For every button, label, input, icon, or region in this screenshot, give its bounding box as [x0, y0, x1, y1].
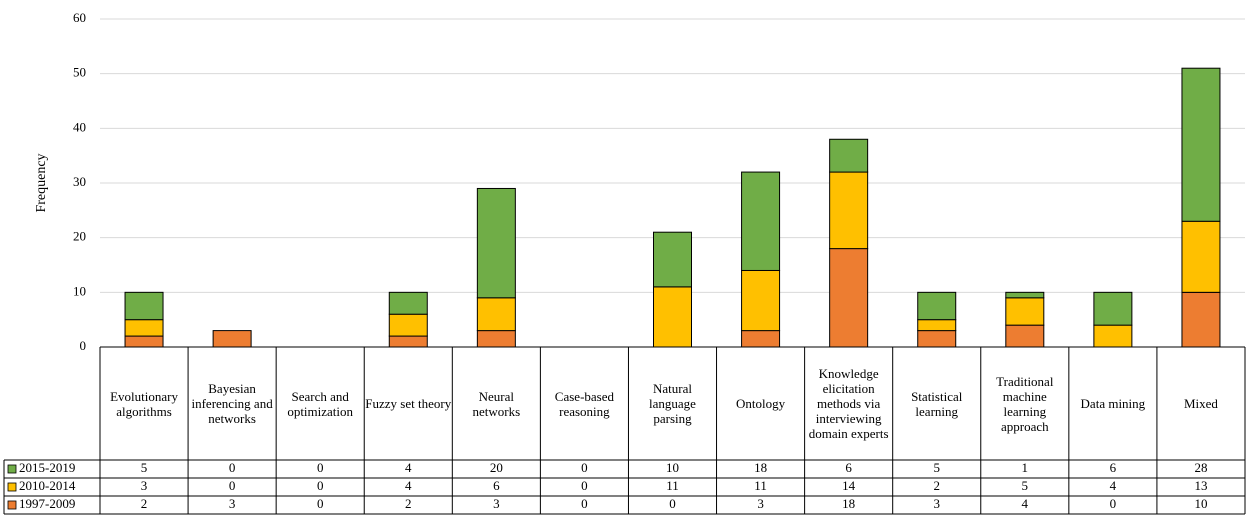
table-value: 0 [229, 478, 236, 493]
x-tick-label: Data mining [1080, 396, 1146, 411]
bar-segment [1005, 291, 1045, 299]
bar-segment [388, 313, 428, 337]
table-value: 11 [666, 478, 679, 493]
bar-segment [124, 319, 164, 337]
table-value: 4 [405, 460, 412, 475]
bar-segment [741, 330, 781, 348]
x-tick-label: Statistical learning [911, 388, 963, 419]
x-tick-label: Mixed [1183, 396, 1218, 411]
bar-segment [1181, 220, 1221, 293]
table-value: 0 [229, 460, 236, 475]
bar-segment [653, 231, 692, 288]
table-value: 2 [141, 496, 148, 511]
y-tick-label: 50 [73, 65, 86, 80]
bar-segment [124, 335, 164, 348]
table-value: 6 [1110, 460, 1117, 475]
table-value: 4 [1110, 478, 1117, 493]
table-value: 3 [141, 478, 148, 493]
x-tick-label: Knowledge elicitation methods via interv… [808, 366, 889, 441]
table-value: 14 [842, 478, 856, 493]
x-tick-label: Natural language parsing [649, 381, 696, 426]
x-tick-label: Fuzzy set theory [365, 396, 452, 411]
table-value: 0 [669, 496, 676, 511]
table-value: 5 [933, 460, 940, 475]
table-value: 20 [490, 460, 503, 475]
bar-segment [212, 330, 252, 348]
bar-segment [917, 319, 957, 332]
table-value: 0 [317, 478, 324, 493]
table-value: 3 [933, 496, 940, 511]
y-tick-label: 30 [73, 174, 86, 189]
x-tick-label: Bayesian inferencing and networks [191, 381, 273, 426]
legend-label: 2015-2019 [19, 460, 75, 475]
bar-segment [1005, 297, 1045, 326]
table-value: 3 [757, 496, 764, 511]
table-value: 2 [405, 496, 412, 511]
table-value: 10 [1194, 496, 1207, 511]
legend-swatch [7, 482, 17, 492]
x-tick-label: Search and optimization [287, 388, 354, 419]
bar-segment [476, 330, 516, 348]
bar-segment [1093, 291, 1133, 326]
table-value: 6 [845, 460, 852, 475]
y-tick-label: 0 [80, 338, 87, 353]
legend-swatch [7, 464, 17, 474]
bar-segment [388, 291, 428, 315]
table-value: 5 [1022, 478, 1029, 493]
table-value: 3 [493, 496, 500, 511]
table-value: 3 [229, 496, 236, 511]
y-axis-label: Frequency [34, 153, 49, 212]
table-value: 6 [493, 478, 500, 493]
table-value: 0 [581, 496, 588, 511]
table-value: 2 [933, 478, 940, 493]
bar-segment [917, 291, 957, 321]
table-value: 0 [581, 478, 588, 493]
x-tick-label: Traditional machine learning approach [996, 373, 1054, 434]
bar-segment [829, 138, 869, 173]
legend-swatch [7, 500, 17, 510]
table-value: 5 [141, 460, 148, 475]
bar-segment [917, 330, 957, 348]
table-value: 11 [754, 478, 767, 493]
bar-segment [1005, 324, 1045, 348]
table-value: 28 [1194, 460, 1207, 475]
bar-segment [1093, 324, 1133, 348]
table-value: 10 [666, 460, 679, 475]
x-tick-label: Ontology [736, 396, 786, 411]
bar-segment [741, 269, 781, 332]
bar-segment [476, 297, 516, 332]
table-value: 0 [581, 460, 588, 475]
y-tick-label: 60 [73, 10, 86, 25]
table-value: 1 [1022, 460, 1029, 475]
table-value: 18 [842, 496, 855, 511]
y-tick-label: 40 [73, 119, 86, 134]
bar-segment [1181, 67, 1221, 222]
table-value: 0 [1110, 496, 1117, 511]
bar-segment [388, 335, 428, 348]
y-tick-label: 10 [73, 283, 86, 298]
x-tick-label: Case-based reasoning [554, 388, 614, 419]
table-value: 4 [1022, 496, 1029, 511]
y-tick-label: 20 [73, 229, 86, 244]
bar-segment [653, 286, 692, 348]
bar-segment [741, 171, 781, 271]
table-value: 0 [317, 460, 324, 475]
bar-segment [829, 248, 869, 348]
bar-segment [1181, 291, 1221, 348]
x-tick-label: Neural networks [472, 388, 521, 419]
bar-segment [124, 291, 164, 321]
x-tick-label: Evolutionary algorithms [110, 388, 178, 419]
table-value: 4 [405, 478, 412, 493]
table-value: 13 [1194, 478, 1207, 493]
bar-segment [476, 187, 516, 299]
legend-label: 2010-2014 [19, 478, 76, 493]
legend-label: 1997-2009 [19, 496, 75, 511]
table-value: 18 [754, 460, 767, 475]
bar-segment [829, 171, 869, 250]
table-value: 0 [317, 496, 324, 511]
